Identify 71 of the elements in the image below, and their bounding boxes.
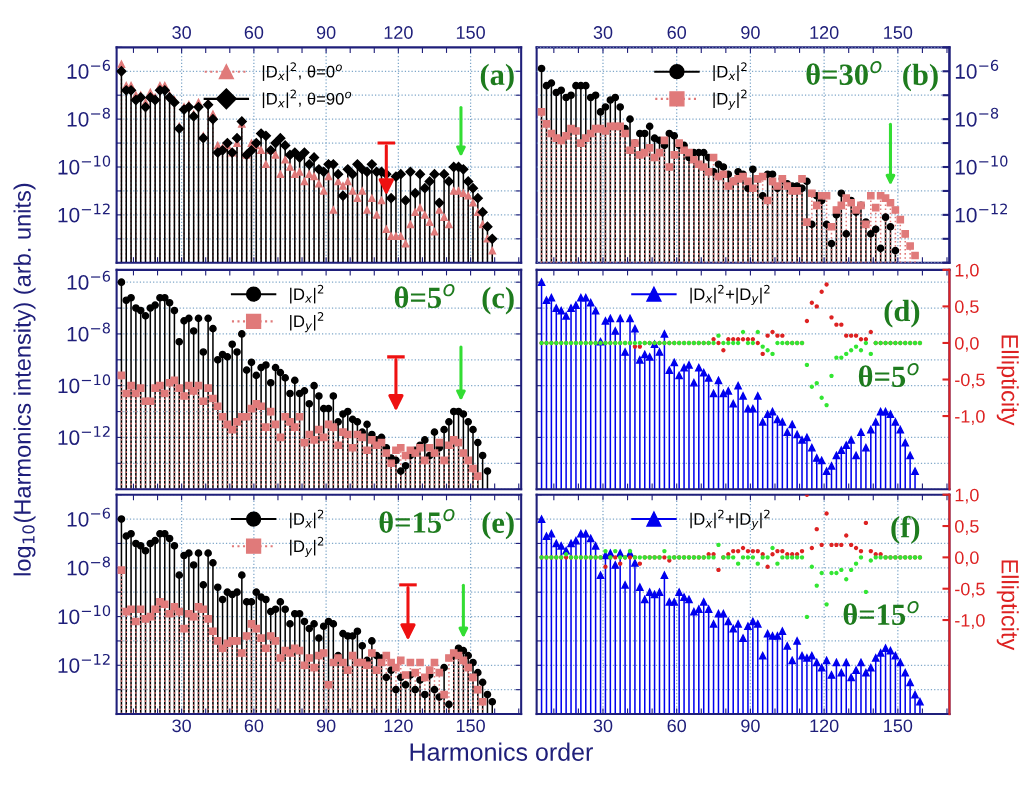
text: -0,5 [955, 582, 985, 598]
y-tick-label: 10$^{−12}$ [58, 653, 110, 673]
x-tick-label: 30 [172, 719, 191, 733]
y-tick-label: 10$^{−8}$ [67, 322, 110, 342]
y-tick-label: 10$^{−8}$ [67, 107, 110, 127]
x-tick-label: 120 [384, 26, 413, 39]
legend-label: |D$_{x}$|$^{2}$ [290, 509, 324, 529]
annotation: θ=5$^{o}$ [858, 363, 919, 387]
annotation: θ=15$^{o}$ [843, 601, 919, 626]
x-tick-label: 150 [456, 719, 485, 733]
text: -1,0 [955, 410, 985, 425]
x-tick-label: 90 [741, 719, 760, 733]
legend-label: |D$_{x}$|$^{2}$+|D$_{y}$|$^{2}$ [690, 284, 770, 306]
x-tick-label: 150 [456, 26, 485, 39]
annotation: (c) [482, 286, 514, 315]
legend-label: |D$_{y}$|$^{2}$ [290, 312, 324, 333]
y-tick-label: 10$^{−12}$ [58, 203, 110, 223]
text: 10$^{−6}$ [955, 59, 999, 79]
x-tick-label: 30 [593, 26, 613, 39]
text: 10$^{−8}$ [955, 107, 999, 127]
text: 1,0 [955, 263, 979, 279]
x-tick-label: 120 [384, 719, 413, 733]
annotation: θ=30$^{o}$ [806, 61, 882, 85]
x-tick-label: 60 [244, 719, 264, 733]
y-tick-label: 10$^{−6}$ [67, 270, 111, 290]
legend-label: |D$_{x}$|$^{2}$+|D$_{y}$|$^{2}$ [690, 509, 770, 530]
x-axis-title: Harmonics order [410, 742, 593, 761]
x-tick-label: 60 [667, 719, 687, 733]
y2-axis-title: Ellipticity [996, 560, 1019, 651]
x-tick-label: 90 [316, 719, 336, 733]
x-tick-label: 150 [884, 26, 913, 39]
annotation: θ=5$^{o}$ [394, 284, 455, 309]
text: 1,0 [955, 488, 979, 504]
text: 0,0 [955, 551, 979, 567]
annotation: (e) [482, 511, 514, 540]
annotation: θ=15$^{o}$ [379, 508, 455, 533]
legend-label: |D$_{y}$|$^{2}$ [713, 89, 747, 110]
x-tick-label: 60 [244, 26, 264, 39]
annotation: (b) [903, 63, 938, 92]
text: 0,5 [955, 519, 979, 535]
y-tick-label: 10$^{−8}$ [67, 556, 110, 576]
legend-label: |D$_{x}$|$^{2}$, θ=90$^{o}$ [262, 89, 352, 109]
text: 10$^{−10}$ [955, 155, 1008, 175]
x-tick-label: 150 [884, 719, 913, 733]
x-tick-label: 30 [593, 719, 613, 733]
y-tick-label: 10$^{−6}$ [67, 507, 111, 527]
x-tick-label: 120 [810, 26, 839, 39]
y-tick-label: 10$^{−10}$ [58, 155, 111, 175]
y-axis-title: log$_{10}$(Harmonics intensity) (arb. units) [13, 183, 36, 576]
annotation: (a) [480, 63, 514, 92]
y-tick-label: 10$^{−10}$ [58, 605, 111, 625]
y-tick-label: 10$^{−6}$ [67, 59, 111, 79]
legend-label: |D$_{x}$|$^{2}$ [290, 284, 324, 304]
text: 0,5 [955, 300, 979, 316]
x-tick-label: 120 [810, 719, 839, 733]
text: 0,0 [955, 336, 979, 352]
legend-label: |D$_{x}$|$^{2}$, θ=0$^{o}$ [262, 62, 342, 81]
x-tick-label: 90 [741, 26, 760, 39]
x-tick-label: 60 [667, 26, 687, 39]
annotation: (d) [884, 299, 920, 328]
x-tick-label: 90 [316, 26, 336, 39]
text: -1,0 [955, 613, 985, 629]
x-tick-label: 30 [172, 26, 191, 39]
y-tick-label: 10$^{−12}$ [58, 426, 110, 446]
y-tick-label: 10$^{−10}$ [58, 374, 111, 394]
legend-label: |D$_{y}$|$^{2}$ [290, 536, 324, 558]
legend-label: |D$_{x}$|$^{2}$ [713, 62, 747, 81]
text: -0,5 [955, 373, 985, 389]
y2-axis-title: Ellipticity [996, 335, 1019, 426]
annotation: (f) [891, 515, 920, 544]
text: 10$^{−12}$ [955, 203, 1007, 223]
